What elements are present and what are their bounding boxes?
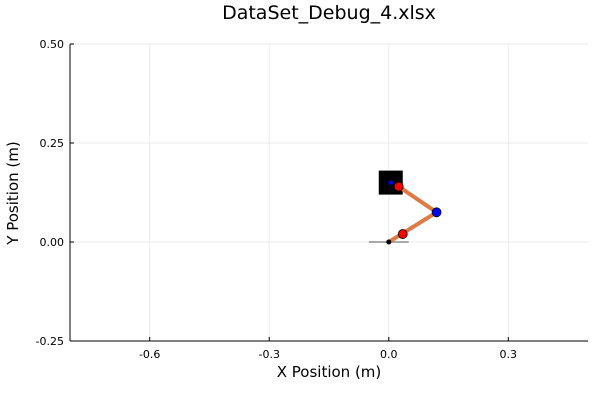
- x-tick-label: 0.3: [500, 348, 518, 361]
- y-tick-label: 0.00: [40, 236, 65, 249]
- y-tick-label: 0.50: [40, 38, 65, 51]
- target-center-point: [388, 180, 393, 185]
- origin-point: [386, 239, 392, 245]
- grid-lines: [70, 43, 588, 342]
- joint-point: [431, 207, 442, 218]
- chart-title: DataSet_Debug_4.xlsx: [222, 2, 436, 24]
- y-tick-label: 0.25: [40, 137, 65, 150]
- axes: [69, 43, 588, 342]
- marker-point: [393, 181, 404, 192]
- x-tick-label: -0.6: [139, 348, 160, 361]
- x-tick-label: 0.0: [380, 348, 398, 361]
- plot-marks: [368, 170, 442, 245]
- y-axis-label: Y Position (m): [4, 141, 22, 245]
- y-tick-label: -0.25: [36, 335, 64, 348]
- arm-link: [386, 184, 439, 244]
- marker-point: [397, 229, 408, 239]
- x-tick-label: -0.3: [258, 348, 279, 361]
- x-axis-label: X Position (m): [277, 363, 382, 381]
- tick-labels: -0.6 -0.3 0.0 0.3 -0.25 0.00 0.25 0.50: [36, 38, 518, 361]
